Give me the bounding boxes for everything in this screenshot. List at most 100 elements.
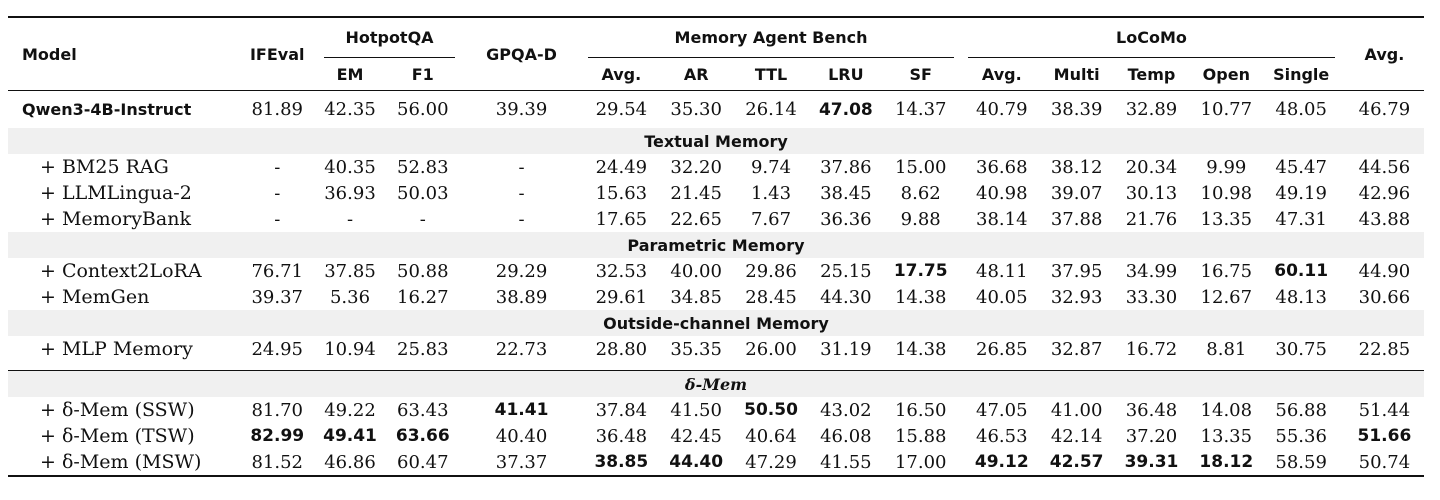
table-cell: 30.13 <box>1125 182 1178 204</box>
table-cell: 46.08 <box>820 425 872 447</box>
table-cell: 15.00 <box>894 156 947 178</box>
table-cell: 42.96 <box>1358 182 1411 204</box>
table-cell: 32.93 <box>1050 286 1103 308</box>
table-cell: 24.95 <box>251 338 303 360</box>
table-cell: 39.31 <box>1114 449 1189 477</box>
table-cell: 50.88 <box>397 260 449 282</box>
table-row: + Context2LoRA 76.71 37.85 50.88 29.29 32.53 4… <box>8 258 1424 284</box>
spacer <box>958 90 965 128</box>
col-mab-avg: Avg. <box>601 64 642 84</box>
table-cell: 14.38 <box>894 286 947 308</box>
table-cell: 5.36 <box>329 286 371 308</box>
model-name: + Context2LoRA <box>40 260 202 282</box>
spacer <box>1339 58 1345 91</box>
spacer <box>1338 16 1345 58</box>
table-cell: 9.99 <box>1206 156 1247 178</box>
table-cell: 51.44 <box>1358 399 1411 421</box>
table-cell: 36.93 <box>324 182 376 204</box>
table-cell: 40.00 <box>670 260 722 282</box>
gap-cell <box>8 362 1424 371</box>
table-cell: - <box>419 208 426 230</box>
table-cell: 49.19 <box>1275 182 1327 204</box>
table-cell: 32.53 <box>595 260 648 282</box>
table-cell: 22.85 <box>1358 338 1411 360</box>
col-group-mab: Memory Agent Bench <box>583 16 959 58</box>
col-locomo-temp: Temp <box>1127 64 1176 84</box>
table-cell: 35.30 <box>658 90 734 128</box>
model-name: + δ-Mem (TSW) <box>40 425 195 447</box>
section-gap <box>8 362 1424 371</box>
model-name: + MLP Memory <box>40 338 193 360</box>
table-cell: 25.83 <box>397 338 449 360</box>
table-cell: - <box>274 156 281 178</box>
table-cell: 32.87 <box>1050 338 1103 360</box>
table-cell: 36.48 <box>1125 399 1178 421</box>
col-mab-ar: AR <box>683 64 709 84</box>
table-cell: 13.35 <box>1200 208 1253 230</box>
table-cell: 42.35 <box>319 90 381 128</box>
section-header-row: δ-Mem <box>8 370 1424 397</box>
table-cell: 55.36 <box>1275 425 1327 447</box>
table-cell: 39.39 <box>465 90 578 128</box>
table-cell: 46.86 <box>319 449 381 477</box>
table-row: + MLP Memory 24.95 10.94 25.83 22.73 28.80 35.… <box>8 336 1424 362</box>
table-cell: 43.88 <box>1358 208 1411 230</box>
table-cell: 48.13 <box>1275 286 1327 308</box>
table-cell: 48.11 <box>976 260 1028 282</box>
spacer <box>459 449 466 477</box>
table-cell: 29.54 <box>583 90 659 128</box>
table-cell: - <box>518 182 525 204</box>
table-cell: 60.11 <box>1274 261 1329 281</box>
table-cell: 47.05 <box>976 399 1028 421</box>
model-name: + MemGen <box>40 286 150 308</box>
table-cell: 44.90 <box>1358 260 1411 282</box>
col-ifeval: IFEval <box>234 16 320 91</box>
table-cell: 37.37 <box>465 449 578 477</box>
table-cell: 40.98 <box>976 182 1028 204</box>
table-cell: 63.66 <box>395 426 450 446</box>
spacer <box>459 58 465 91</box>
table-cell: 28.80 <box>595 338 648 360</box>
section-title: δ-Mem <box>8 370 1424 397</box>
table-cell: 76.71 <box>251 260 303 282</box>
table-cell: 36.48 <box>595 425 648 447</box>
col-mab-sf: SF <box>909 64 932 84</box>
model-name: + BM25 RAG <box>40 156 169 178</box>
table-cell: 42.57 <box>1039 449 1115 477</box>
table-cell: 30.66 <box>1358 286 1411 308</box>
table-cell: 22.65 <box>670 208 722 230</box>
table-cell: 44.40 <box>658 449 734 477</box>
table-cell: 40.64 <box>745 425 797 447</box>
group-label-mab: Memory Agent Bench <box>587 19 955 58</box>
spacer <box>380 449 387 477</box>
table-cell: 37.88 <box>1050 208 1103 230</box>
table-cell: 9.74 <box>750 156 792 178</box>
col-locomo-single: Single <box>1273 64 1330 84</box>
spacer <box>459 90 466 128</box>
table-cell: 10.98 <box>1200 182 1253 204</box>
table-cell: 26.14 <box>733 90 809 128</box>
table-cell: 38.39 <box>1039 90 1115 128</box>
table-cell: 10.77 <box>1188 90 1264 128</box>
table-cell: 46.53 <box>976 425 1028 447</box>
table-cell: 1.43 <box>750 182 792 204</box>
col-avg: Avg. <box>1344 16 1424 91</box>
table-cell: 60.47 <box>386 449 460 477</box>
model-name: + MemoryBank <box>40 208 191 230</box>
table-cell: 17.00 <box>883 449 959 477</box>
spacer <box>577 449 584 477</box>
table-cell: 81.70 <box>251 399 303 421</box>
table-cell: 36.68 <box>976 156 1028 178</box>
spacer <box>577 90 584 128</box>
table-cell: 47.31 <box>1275 208 1327 230</box>
table-cell: 47.08 <box>808 90 884 128</box>
table-cell: 40.79 <box>964 90 1040 128</box>
table-cell: 21.76 <box>1125 208 1178 230</box>
table-cell: 41.00 <box>1050 399 1103 421</box>
table-cell: 28.45 <box>745 286 797 308</box>
table-cell: 20.34 <box>1125 156 1178 178</box>
model-name: + LLMLingua-2 <box>40 182 192 204</box>
table-cell: 34.85 <box>670 286 722 308</box>
model-name: Qwen3-4B-Instruct <box>8 90 235 128</box>
model-name: + δ-Mem (MSW) <box>8 449 235 477</box>
